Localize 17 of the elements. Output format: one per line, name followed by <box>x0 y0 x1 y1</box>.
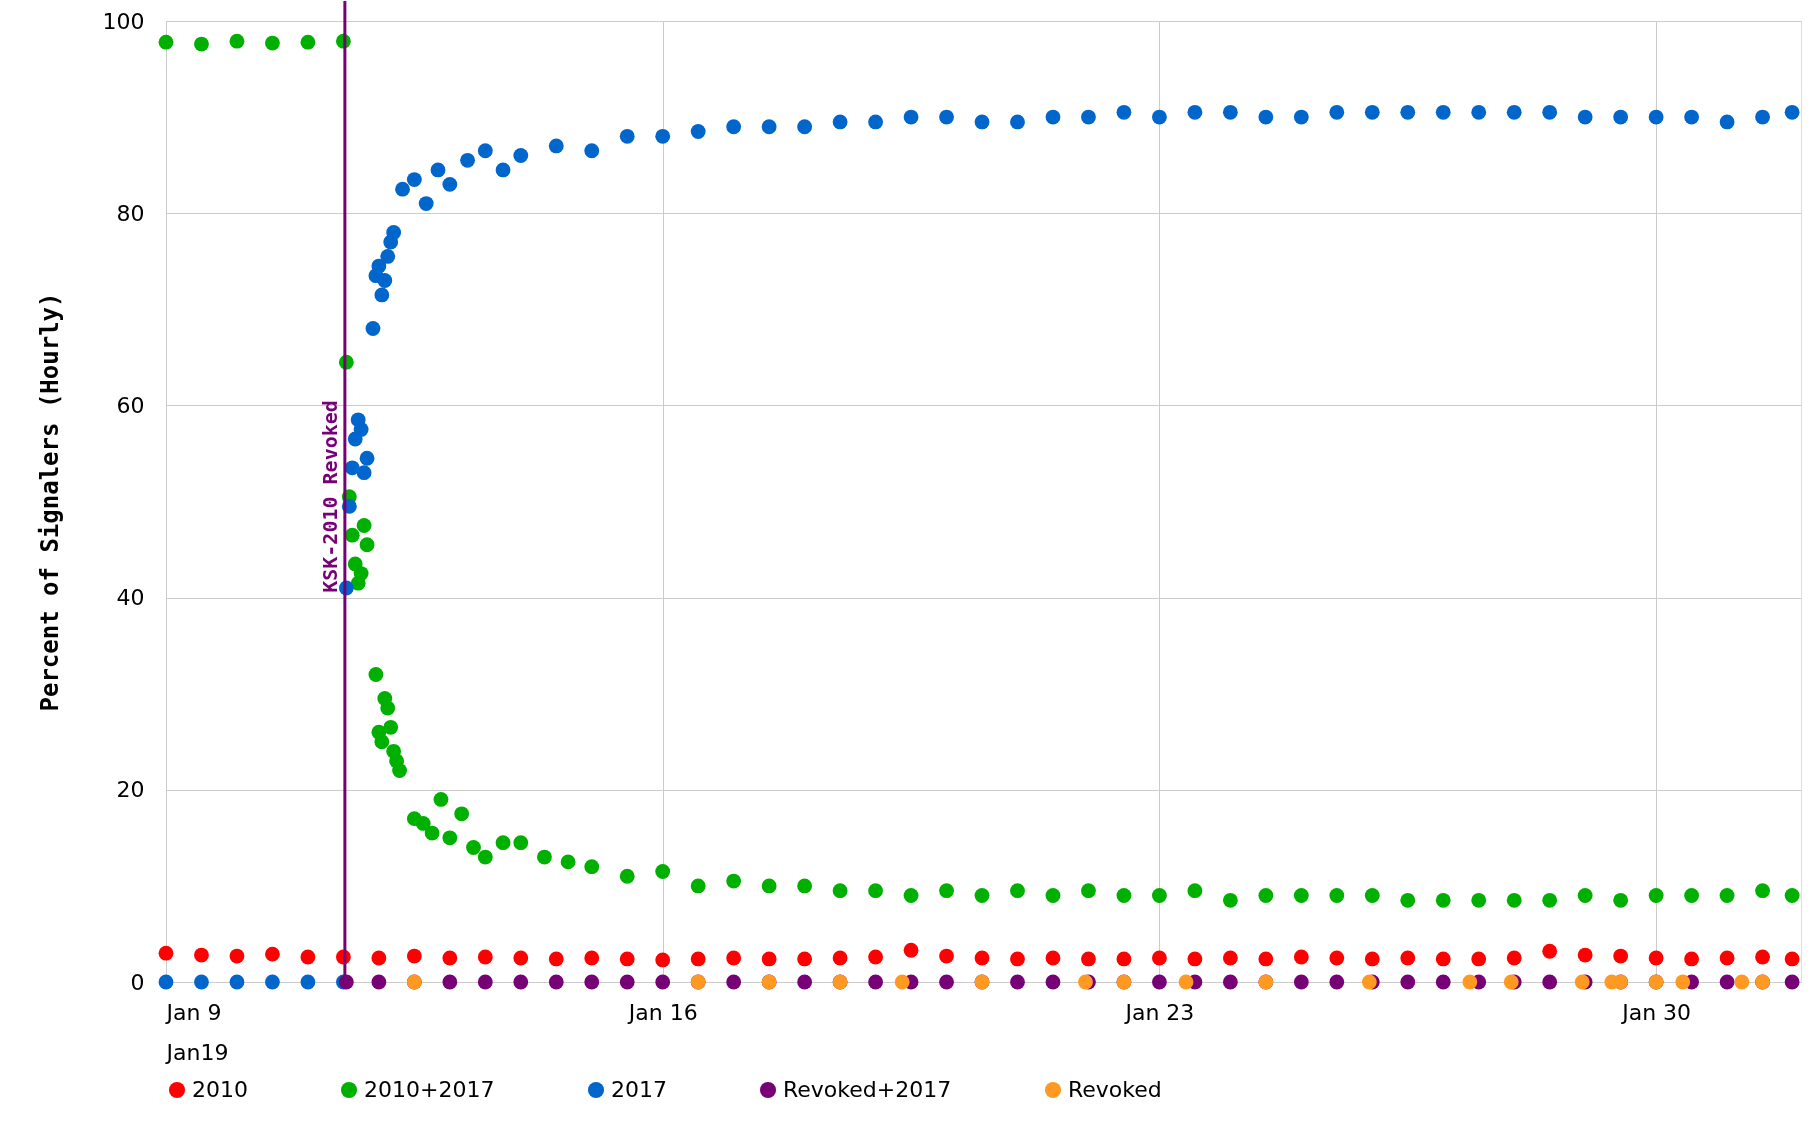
legend-label: Revoked+2017 <box>783 1077 952 1102</box>
x-tick-label: Jan 9 Jan19 <box>164 999 229 1065</box>
y-tick-label: 20 <box>116 777 145 803</box>
y-tick-label: 80 <box>116 200 145 226</box>
x-tick-label: Jan 16 <box>626 999 698 1025</box>
legend-label: 2010 <box>192 1077 248 1102</box>
x-tick-label: Jan 30 <box>1620 999 1692 1025</box>
y-tick-label: 60 <box>116 392 145 418</box>
y-tick-label: 0 <box>130 969 145 995</box>
x-tick-label: Jan 23 <box>1123 999 1195 1025</box>
y-tick-label: 100 <box>102 8 145 34</box>
legend-label: 2010+2017 <box>364 1077 495 1102</box>
y-axis-title: Percent of Signalers (Hourly) <box>35 292 64 712</box>
y-tick-label: 40 <box>116 585 145 611</box>
legend-label: 2017 <box>611 1077 667 1102</box>
legend-label: Revoked <box>1068 1077 1162 1102</box>
ref-line-label: KSK-2010 Revoked <box>317 400 342 593</box>
